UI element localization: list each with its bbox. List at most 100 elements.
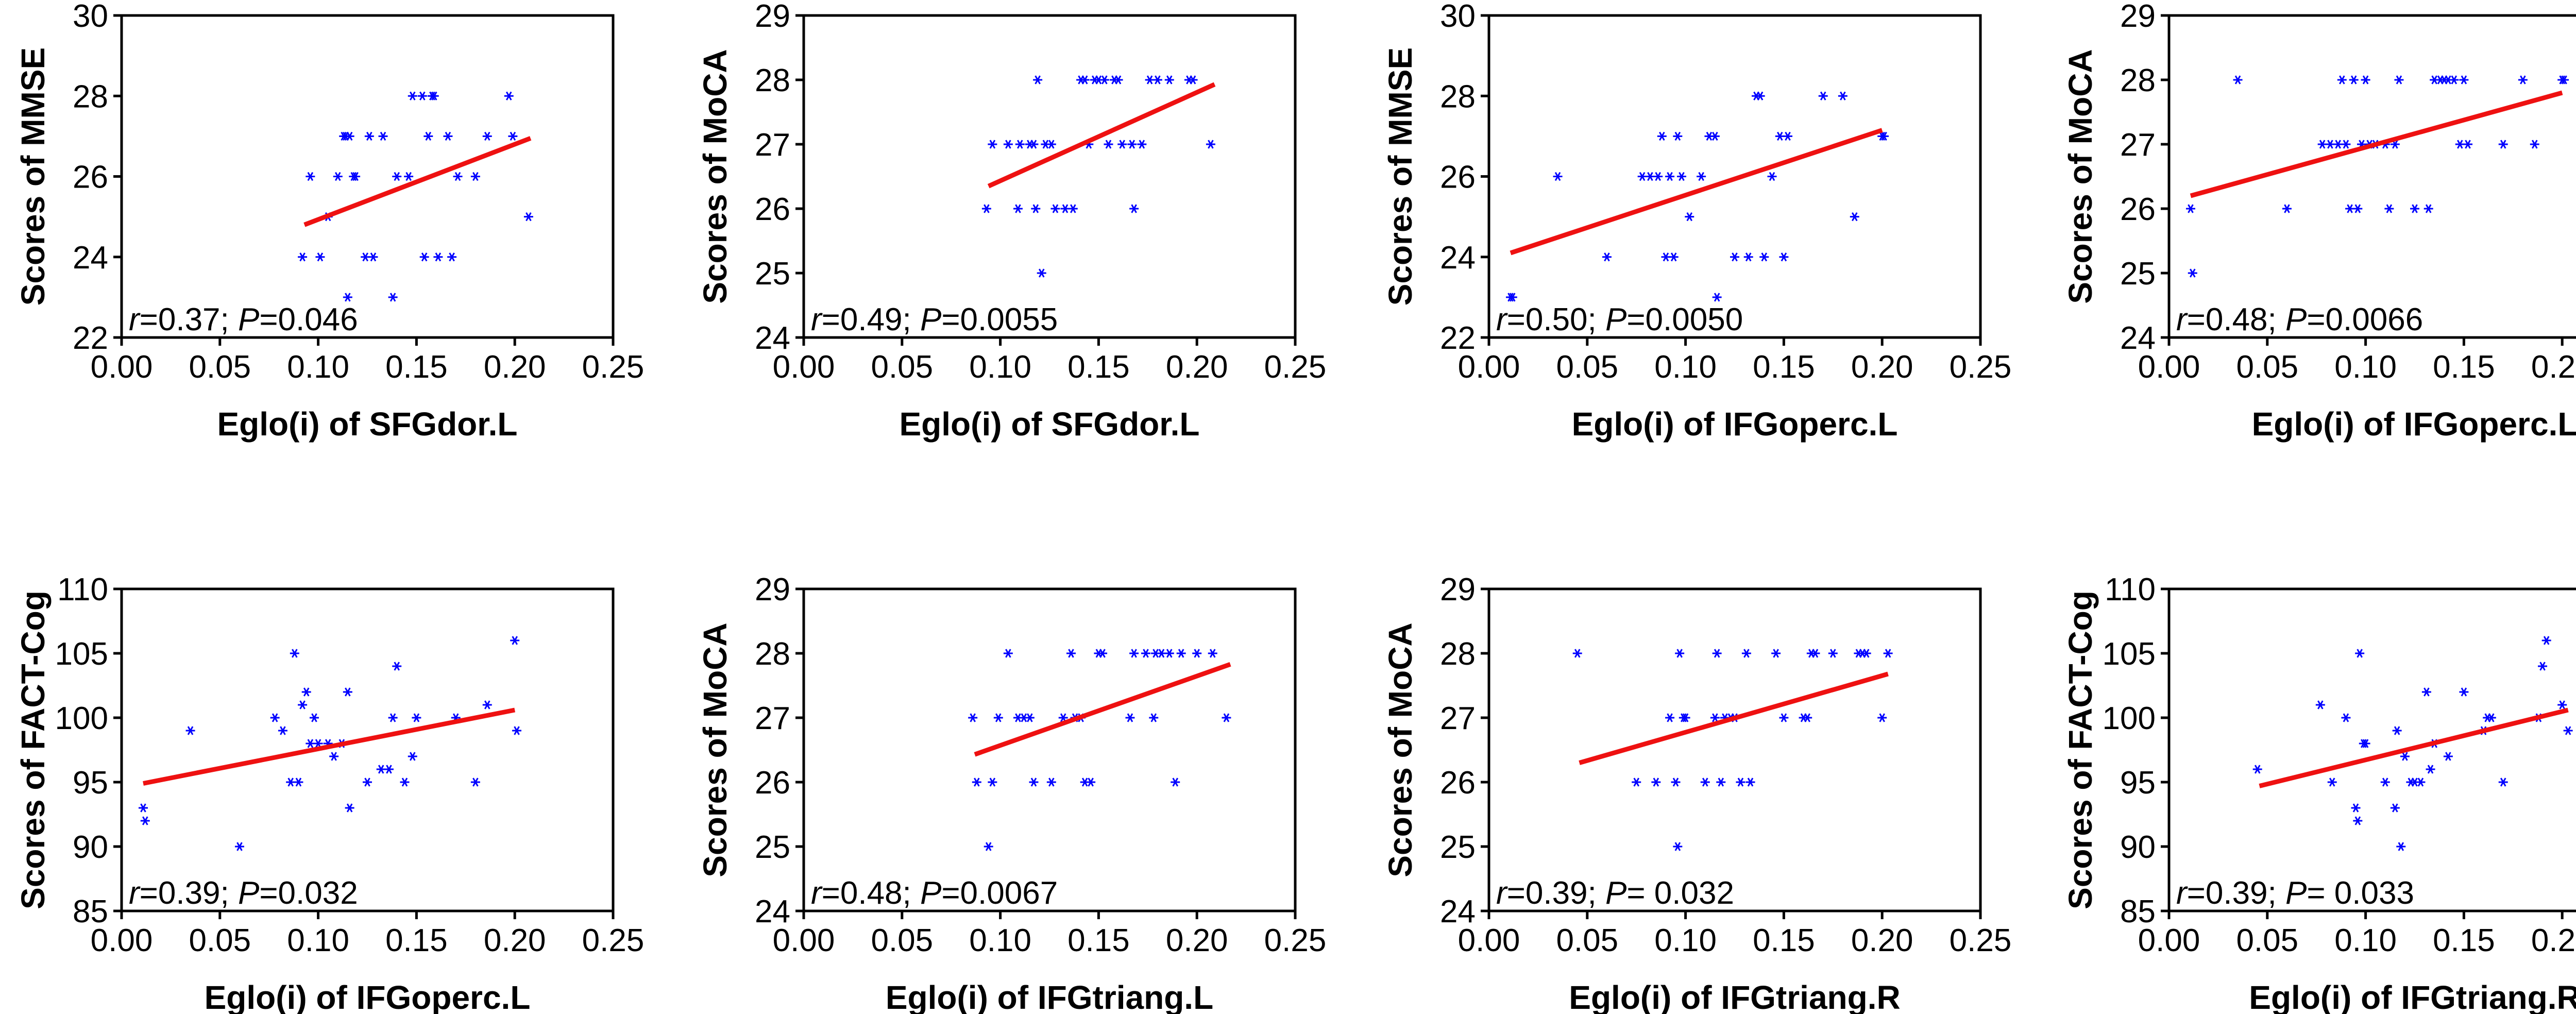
fit-line	[2259, 707, 2569, 788]
data-point	[1003, 649, 1013, 658]
data-point	[1046, 778, 1056, 787]
x-tick-label: 0.10	[969, 923, 1031, 958]
x-tick-label: 0.05	[189, 923, 251, 958]
stat-r-symbol: r	[1496, 302, 1508, 337]
x-tick-label: 0.15	[1067, 923, 1130, 958]
chart-panel-8: 0.000.050.100.150.200.25859095100105110E…	[2062, 572, 2576, 1014]
y-tick-label: 26	[755, 192, 790, 227]
stat-annotation: r=0.48; P=0.0066	[2176, 302, 2423, 337]
chart-panel-1: 0.00 0.05 0.10 0.15 0.20 0.25 22 24 26 28 30 Eglo(i…	[14, 0, 644, 443]
data-point	[1745, 778, 1755, 787]
data-point	[2424, 204, 2433, 213]
stat-p-value: =0.0050	[1626, 302, 1743, 337]
data-point	[2384, 204, 2394, 213]
data-point	[2341, 713, 2351, 722]
data-point	[1153, 75, 1162, 84]
y-tick-label: 26	[2120, 192, 2156, 227]
x-tick-label: 0.25	[582, 923, 645, 958]
data-point	[443, 131, 453, 141]
data-point	[1129, 204, 1139, 213]
data-point	[482, 131, 492, 141]
x-axis-title: Eglo(i) of IFGoperc.L	[205, 979, 531, 1014]
y-tick-label: 30	[73, 0, 108, 34]
data-point	[376, 765, 386, 774]
data-point	[1783, 131, 1793, 141]
data-point	[2252, 765, 2262, 774]
fit-line	[1579, 671, 1889, 765]
data-point	[351, 172, 361, 181]
data-point	[2396, 842, 2406, 851]
stat-r-value: =0.48;	[2187, 302, 2285, 337]
data-point	[2282, 204, 2292, 213]
stat-annotation: r=0.39; P= 0.033	[2176, 875, 2414, 911]
x-tick-label: 0.15	[1067, 349, 1130, 385]
data-point	[2563, 726, 2573, 735]
data-point	[333, 172, 343, 181]
data-point	[2400, 752, 2410, 761]
data-point	[1741, 649, 1751, 658]
stat-annotation: r=0.37; P=0.046	[129, 302, 358, 337]
plot-frame	[120, 14, 615, 339]
data-point	[470, 778, 480, 787]
data-point	[2361, 75, 2370, 84]
x-tick-label: 0.15	[385, 923, 448, 958]
data-point	[2325, 140, 2335, 149]
y-tick-label: 29	[2120, 0, 2156, 34]
x-tick-label: 0.20	[1166, 923, 1228, 958]
data-point	[1730, 252, 1739, 262]
stat-p-symbol: P	[1605, 302, 1626, 337]
data-point	[345, 131, 354, 141]
data-point	[1025, 713, 1035, 722]
data-point	[504, 91, 514, 100]
stat-r-value: =0.39;	[140, 875, 238, 911]
data-point	[2353, 816, 2363, 825]
x-axis-title: Eglo(i) of IFGoperc.L	[1572, 405, 1898, 443]
data-point	[290, 649, 299, 658]
data-point	[2498, 140, 2508, 149]
chart-panel-3: 0.00 0.05 0.10 0.15 0.20 0.25 22 24 26 28 30 Eglo(i…	[1382, 0, 2011, 443]
data-point	[1861, 649, 1871, 658]
x-tick-label: 0.25	[1264, 923, 1327, 958]
y-tick-label: 100	[2103, 701, 2156, 736]
data-point	[2449, 75, 2459, 84]
y-tick-label: 24	[73, 240, 108, 276]
data-point	[2185, 204, 2195, 213]
data-point	[2380, 778, 2390, 787]
data-point	[1685, 212, 1694, 222]
data-point	[1681, 713, 1690, 722]
data-point	[2416, 778, 2426, 787]
y-tick-label: 28	[755, 63, 790, 98]
data-point	[2341, 140, 2351, 149]
x-tick-label: 0.25	[582, 349, 645, 385]
data-point	[2410, 204, 2419, 213]
stat-annotation: r=0.39; P= 0.032	[1496, 875, 1734, 911]
data-point	[1661, 252, 1671, 262]
fit-line	[974, 662, 1231, 757]
y-tick-label: 95	[2120, 765, 2156, 801]
data-point	[2455, 140, 2465, 149]
stat-p-symbol: P	[2285, 302, 2307, 337]
data-point	[1828, 649, 1838, 658]
stat-p-symbol: P	[238, 302, 259, 337]
data-point	[301, 687, 311, 697]
data-point	[482, 700, 492, 709]
data-point	[2557, 700, 2567, 709]
y-tick-label: 24	[755, 894, 790, 930]
data-point	[185, 726, 195, 735]
data-point	[1712, 293, 1722, 302]
stat-p-symbol: P	[2285, 875, 2307, 911]
x-tick-label: 0.20	[2531, 349, 2576, 385]
data-point	[1098, 649, 1108, 658]
y-tick-label: 28	[1440, 79, 1476, 114]
data-point	[1676, 172, 1686, 181]
x-tick-label: 0.15	[1753, 349, 1815, 385]
data-point	[1033, 75, 1043, 84]
y-tick-label: 26	[1440, 765, 1476, 801]
stat-p-symbol: P	[238, 875, 259, 911]
data-point	[1031, 204, 1041, 213]
plot-frame	[1487, 587, 1982, 912]
data-point	[1850, 212, 1859, 222]
data-point	[1759, 252, 1769, 262]
x-tick-label: 0.05	[871, 349, 933, 385]
stat-p-value: =0.0055	[941, 302, 1058, 337]
